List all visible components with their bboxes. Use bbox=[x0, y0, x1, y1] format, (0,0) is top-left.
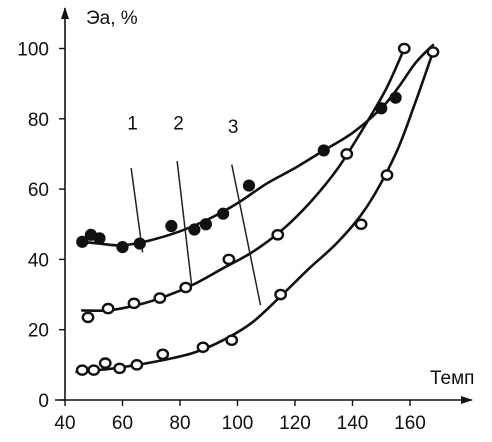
curve-3-label: 3 bbox=[228, 117, 239, 138]
series-2-point bbox=[127, 297, 141, 310]
series-2-point bbox=[101, 302, 115, 315]
series-1-line bbox=[81, 43, 435, 247]
series-2-point bbox=[340, 148, 354, 160]
series-2-point bbox=[81, 311, 95, 324]
series-1-point bbox=[93, 232, 106, 245]
x-tick-label: 100 bbox=[222, 413, 254, 434]
x-tick-label: 40 bbox=[54, 413, 75, 434]
series-3-point bbox=[98, 357, 112, 369]
series-3-point bbox=[130, 359, 144, 371]
x-tick-label: 80 bbox=[169, 413, 190, 434]
axis-ticks: 40 60 80 100 120 140 160 0 20 40 60 80 100 bbox=[17, 40, 426, 435]
series-1-point bbox=[317, 144, 330, 157]
y-tick-label: 20 bbox=[28, 321, 49, 342]
curve-marker-lines: 1 2 3 bbox=[127, 113, 262, 306]
series-3-point bbox=[274, 288, 288, 301]
series-2-point bbox=[397, 42, 411, 55]
curve-2-label: 2 bbox=[173, 113, 184, 134]
series-1-point bbox=[188, 223, 201, 236]
series-1-point bbox=[199, 218, 212, 231]
x-tick-label: 60 bbox=[112, 413, 133, 434]
x-tick-label: 160 bbox=[394, 413, 426, 434]
series-1-point bbox=[375, 102, 388, 115]
x-tick-label: 120 bbox=[279, 413, 311, 434]
y-tick-label: 80 bbox=[28, 110, 49, 131]
y-tick-label: 0 bbox=[38, 391, 49, 412]
series-2-line bbox=[81, 47, 406, 313]
series-lines bbox=[75, 43, 435, 374]
series-3-point bbox=[380, 169, 394, 181]
series-1-point bbox=[217, 207, 230, 220]
series-3-point bbox=[196, 341, 210, 354]
series-3-point bbox=[156, 348, 170, 361]
y-tick-label: 40 bbox=[28, 250, 49, 271]
series-3-point bbox=[113, 362, 127, 375]
series-3-point bbox=[75, 364, 89, 376]
series-1-point bbox=[165, 219, 178, 233]
data-points bbox=[75, 42, 440, 376]
series-3-point bbox=[87, 364, 101, 376]
series-1-point bbox=[76, 235, 89, 248]
curve-3-indicator bbox=[231, 164, 262, 306]
series-3-point bbox=[354, 218, 368, 231]
series-3-point bbox=[225, 334, 239, 347]
y-tick-label: 100 bbox=[17, 40, 49, 61]
curve-2-indicator bbox=[176, 160, 193, 285]
series-2-point bbox=[153, 292, 167, 304]
series-1-point bbox=[242, 179, 256, 192]
y-axis-title: Эа, % bbox=[86, 8, 138, 29]
series-3-point bbox=[426, 46, 440, 58]
series-1-point bbox=[116, 240, 129, 254]
series-1-point bbox=[133, 237, 146, 250]
curve-1-label: 1 bbox=[127, 113, 138, 134]
series-2-point bbox=[271, 228, 285, 241]
x-axis-title: Темп bbox=[430, 368, 474, 389]
series-1-point bbox=[389, 91, 402, 104]
series-2-point bbox=[179, 281, 193, 294]
y-tick-label: 60 bbox=[28, 180, 49, 201]
x-tick-label: 140 bbox=[337, 413, 369, 434]
series-2-point bbox=[222, 253, 236, 266]
